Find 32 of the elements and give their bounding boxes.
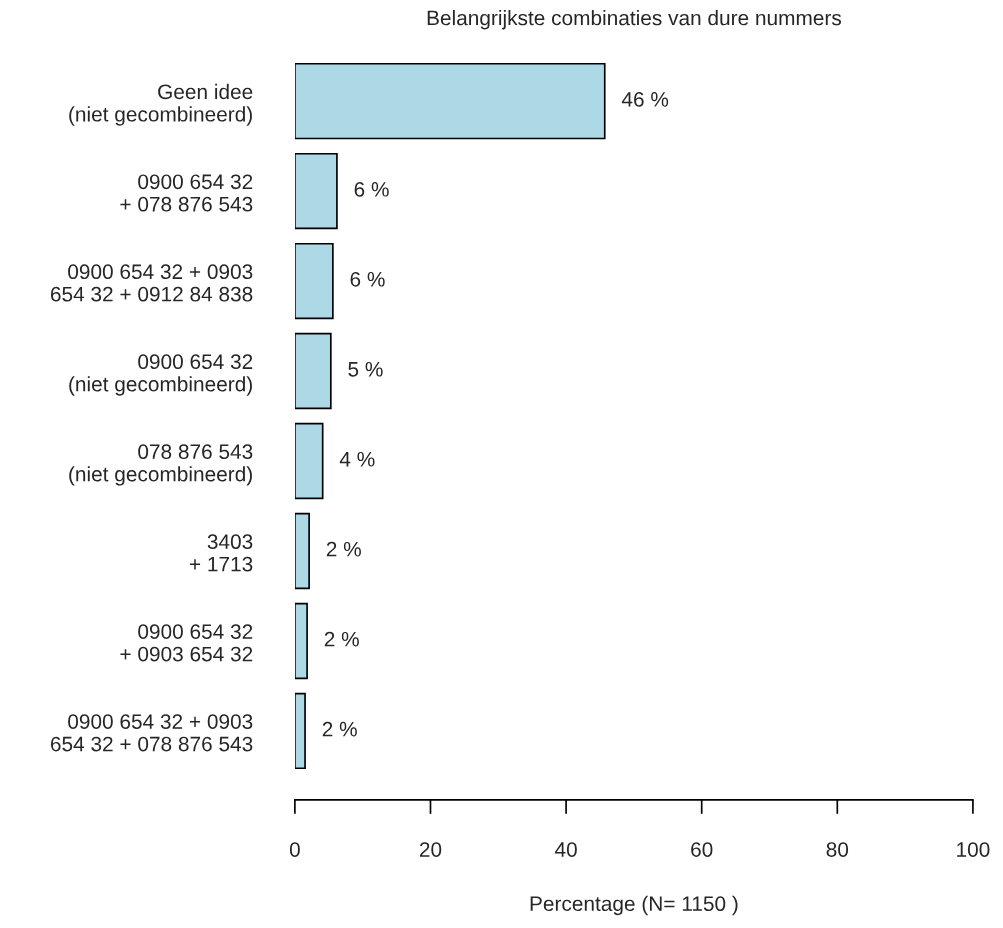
y-tick-label: 078 876 543 (niet gecombineerd): [69, 444, 253, 486]
chart-title: Belangrijkste combinaties van dure nummers: [427, 10, 842, 30]
data-label: 2 %: [324, 631, 359, 647]
y-tick-label: 0900 654 32 + 0903 654 32 + 078 876 543: [50, 714, 253, 752]
x-tick-label: 80: [826, 842, 849, 857]
y-tick-label: 0900 654 32 (niet gecombineerd): [69, 354, 253, 396]
bar: [294, 332, 332, 410]
x-tick-label: 100: [957, 842, 990, 857]
bar: [294, 242, 334, 320]
y-tick-label: 3403 + 1713: [189, 534, 253, 572]
data-label: 4 %: [339, 451, 375, 467]
data-label: 2 %: [326, 541, 361, 557]
bar: [294, 602, 308, 680]
data-label: 5 %: [348, 361, 383, 377]
bar: [294, 692, 306, 770]
x-tick-label: 20: [419, 842, 442, 857]
bar: [294, 512, 310, 590]
x-tick-label: 40: [554, 842, 577, 857]
bar: [294, 422, 324, 500]
data-label: 46 %: [621, 91, 669, 107]
x-tick-label: 0: [289, 842, 300, 857]
bar: [294, 62, 606, 140]
x-tick-label: 60: [691, 842, 713, 857]
y-tick-label: 0900 654 32 + 0903 654 32: [120, 624, 253, 662]
y-tick-label: 0900 654 32 + 078 876 543: [120, 174, 253, 212]
data-label: 6 %: [354, 181, 389, 197]
bar: [294, 152, 338, 230]
y-tick-label: Geen idee (niet gecombineerd): [69, 83, 253, 126]
y-tick-label: 0900 654 32 + 0903 654 32 + 0912 84 838: [50, 264, 253, 302]
data-label: 2 %: [322, 721, 357, 737]
x-axis-title: Percentage (N= 1150 ): [530, 895, 738, 916]
data-label: 6 %: [350, 271, 385, 287]
